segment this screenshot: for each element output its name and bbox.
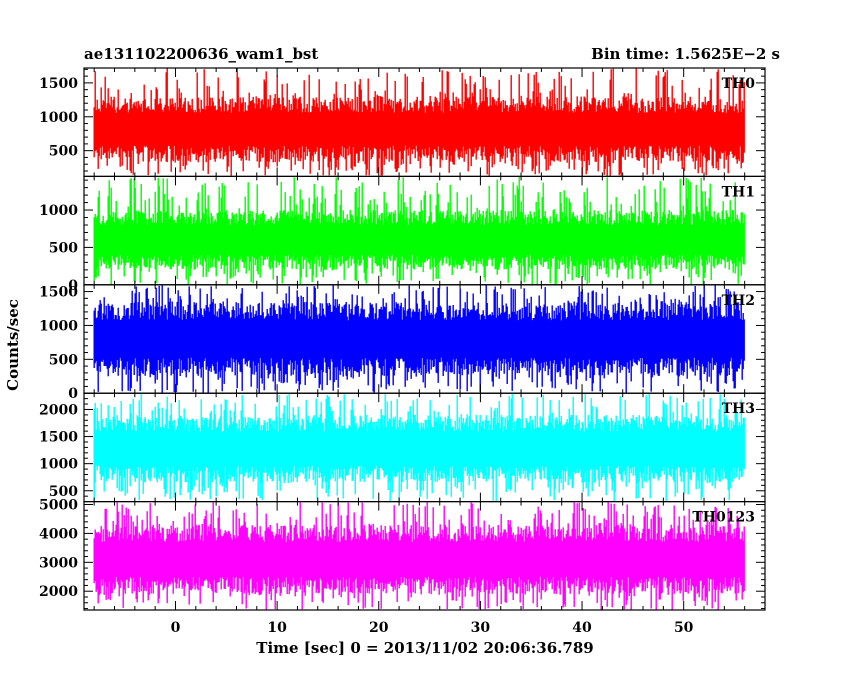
panel-th0123: 2000 3000 4000 5000 TH0123 (39, 497, 766, 611)
y-tick-label: 500 (49, 144, 78, 160)
y-tick-label: 1500 (39, 285, 78, 301)
y-tick-label: 1500 (39, 430, 78, 446)
y-tick-label: 5000 (39, 497, 78, 513)
y-tick-label: 500 (49, 240, 78, 256)
x-axis: 0 10 20 30 40 50 (171, 620, 694, 636)
series-th3 (93, 393, 745, 502)
panel-label: TH3 (722, 401, 755, 417)
series-th0 (93, 68, 745, 177)
y-tick-label: 0 (68, 278, 78, 294)
panels-group: 500 1000 1500 TH0 0 500 1000 TH1 0 500 1000 1500 TH2… (39, 67, 766, 611)
panel-label: TH2 (722, 293, 755, 309)
panel-th0: 500 1000 1500 TH0 (39, 67, 766, 178)
panel-th1: 0 500 1000 TH1 (39, 175, 766, 294)
series-th1 (93, 176, 745, 285)
series-th0123 (93, 501, 745, 610)
y-tick-label: 0 (68, 386, 78, 402)
x-tick-label: 10 (267, 620, 287, 636)
series-th2 (93, 285, 745, 393)
panel-label: TH1 (722, 184, 755, 200)
y-axis-title: Counts/sec (4, 299, 22, 391)
y-tick-label: 500 (49, 352, 78, 368)
x-tick-label: 40 (572, 620, 592, 636)
y-tick-label: 1500 (39, 76, 78, 92)
x-tick-label: 0 (171, 620, 181, 636)
y-tick-label: 2000 (39, 402, 78, 418)
x-axis-title: Time [sec] 0 = 2013/11/02 20:06:36.789 (256, 639, 593, 657)
panel-frame (83, 501, 766, 611)
y-tick-label: 500 (49, 484, 78, 500)
y-tick-label: 1000 (39, 318, 78, 334)
y-tick-label: 1000 (39, 110, 78, 126)
y-tick-label: 2000 (39, 584, 78, 600)
x-tick-label: 50 (674, 620, 694, 636)
y-tick-label: 1000 (39, 457, 78, 473)
x-tick-label: 20 (369, 620, 389, 636)
y-tick-label: 3000 (39, 555, 78, 571)
chart-title-right: Bin time: 1.5625E−2 s (591, 45, 780, 63)
y-tick-label: 1000 (39, 203, 78, 219)
chart-title-left: ae131102200636_wam1_bst (84, 45, 318, 63)
panel-th3: 500 1000 1500 2000 TH3 (39, 392, 766, 503)
panel-label: TH0 (722, 76, 756, 92)
panel-th2: 0 500 1000 1500 TH2 (39, 284, 766, 402)
panel-label: TH0123 (692, 510, 755, 526)
x-tick-label: 30 (471, 620, 491, 636)
y-tick-label: 4000 (39, 526, 78, 542)
